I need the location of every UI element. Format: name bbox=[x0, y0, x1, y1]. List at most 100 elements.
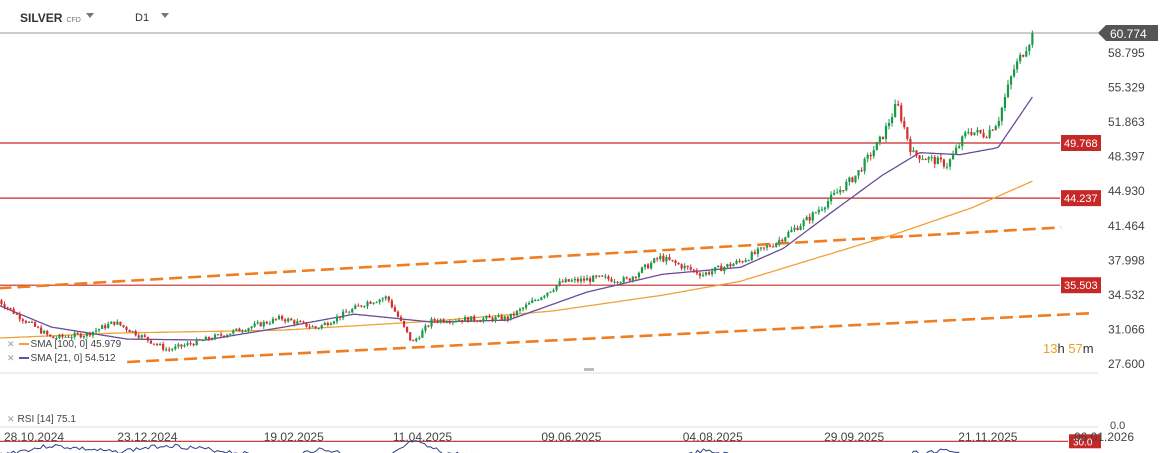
candle-body bbox=[570, 280, 573, 282]
symbol-selector[interactable]: SILVER CFD bbox=[20, 11, 81, 25]
candle-body bbox=[177, 344, 180, 347]
last-price-label: 60.774 bbox=[1110, 27, 1147, 41]
candle-body bbox=[686, 265, 689, 268]
candle-body bbox=[924, 159, 927, 161]
candle-body bbox=[579, 278, 583, 282]
candle-body bbox=[40, 327, 43, 334]
candle-body bbox=[961, 136, 964, 147]
candle-body bbox=[192, 343, 195, 346]
candle-body bbox=[409, 332, 412, 341]
candle-body bbox=[628, 278, 631, 281]
time-axis-label: 29.09.2025 bbox=[824, 430, 884, 444]
candle-body bbox=[287, 318, 290, 322]
candle-body bbox=[683, 265, 686, 269]
candle-body bbox=[781, 239, 784, 242]
candle-body bbox=[488, 316, 491, 318]
candle-body bbox=[241, 331, 244, 333]
candle-body bbox=[399, 316, 403, 321]
candle-body bbox=[561, 281, 564, 283]
rsi-line bbox=[0, 440, 986, 453]
remove-indicator-icon[interactable]: ✕ bbox=[7, 339, 15, 349]
candle-body bbox=[497, 315, 500, 317]
candle-body bbox=[817, 209, 820, 213]
candle-body bbox=[726, 264, 729, 268]
sma100-swatch bbox=[18, 343, 29, 346]
candle-body bbox=[677, 263, 680, 265]
candle-body bbox=[860, 170, 863, 172]
candle-body bbox=[887, 123, 891, 127]
candle-body bbox=[912, 150, 915, 153]
candle-body bbox=[506, 316, 509, 320]
candle-body bbox=[427, 325, 430, 327]
candle-body bbox=[323, 322, 326, 326]
candle-body bbox=[814, 212, 817, 214]
rsi-axis-label: 0.0 bbox=[1110, 420, 1125, 432]
candle-body bbox=[3, 304, 6, 308]
candle-body bbox=[906, 127, 909, 139]
candle-body bbox=[1009, 76, 1013, 85]
candle-body bbox=[36, 326, 40, 328]
candle-body bbox=[436, 320, 439, 322]
candle-body bbox=[128, 329, 131, 333]
remove-indicator-icon[interactable]: ✕ bbox=[7, 414, 15, 424]
candle-body bbox=[451, 321, 454, 323]
candle-body bbox=[223, 335, 226, 337]
candle-body bbox=[387, 296, 390, 301]
candle-body bbox=[448, 322, 451, 324]
candle-body bbox=[744, 260, 747, 262]
candle-body bbox=[210, 339, 214, 341]
candle-body bbox=[592, 275, 595, 282]
candle-body bbox=[784, 237, 787, 242]
sma21-legend: ✕ SMA [21, 0] 54.512 bbox=[6, 353, 116, 364]
horizontal-level-tag bbox=[1061, 277, 1101, 294]
candle-body bbox=[76, 332, 79, 334]
countdown-minutes-unit: m bbox=[1082, 341, 1094, 356]
time-axis-label: 04.08.2025 bbox=[683, 430, 743, 444]
pane-resize-handle[interactable] bbox=[584, 368, 594, 371]
candle-body bbox=[671, 259, 674, 261]
candle-body bbox=[33, 322, 37, 327]
candle-body bbox=[110, 321, 113, 324]
candle-body bbox=[796, 227, 799, 230]
countdown-hours: 13 bbox=[1043, 341, 1058, 356]
candle-body bbox=[863, 158, 866, 172]
candle-body bbox=[97, 328, 101, 331]
candle-body bbox=[439, 319, 442, 322]
candle-body bbox=[168, 349, 171, 351]
time-axis-label: 28.10.2024 bbox=[4, 430, 64, 444]
candle-body bbox=[244, 330, 247, 332]
candle-body bbox=[162, 343, 165, 350]
rsi-legend: ✕ RSI [14] 75.1 bbox=[6, 414, 76, 425]
sma100-line bbox=[0, 180, 1033, 339]
candle-body bbox=[958, 146, 961, 148]
candle-countdown: 13h 57m bbox=[1043, 341, 1094, 356]
candle-body bbox=[735, 260, 738, 264]
candle-body bbox=[305, 322, 308, 327]
remove-indicator-icon[interactable]: ✕ bbox=[7, 353, 15, 363]
candle-body bbox=[143, 335, 146, 337]
candle-body bbox=[390, 300, 393, 308]
candle-body bbox=[1003, 97, 1007, 108]
timeframe-selector[interactable]: D1 bbox=[135, 12, 150, 24]
candle-body bbox=[15, 313, 18, 315]
candle-body bbox=[802, 220, 805, 227]
candle-body bbox=[546, 292, 549, 296]
candle-body bbox=[851, 177, 854, 183]
symbol-dropdown-icon[interactable] bbox=[86, 13, 94, 18]
candle-body bbox=[372, 302, 375, 304]
timeframe-dropdown-icon[interactable] bbox=[161, 13, 169, 18]
horizontal-level-tag bbox=[1061, 190, 1101, 207]
price-axis-label: 48.397 bbox=[1108, 150, 1145, 164]
candle-body bbox=[351, 308, 354, 313]
candle-body bbox=[964, 132, 967, 137]
candle-body bbox=[122, 325, 125, 327]
candle-body bbox=[564, 279, 567, 283]
candle-body bbox=[894, 104, 897, 118]
candle-body bbox=[524, 304, 528, 308]
candle-body bbox=[650, 262, 653, 269]
candle-body bbox=[704, 272, 708, 275]
candle-body bbox=[619, 282, 622, 284]
candle-body bbox=[665, 257, 668, 262]
candle-body bbox=[576, 278, 580, 282]
